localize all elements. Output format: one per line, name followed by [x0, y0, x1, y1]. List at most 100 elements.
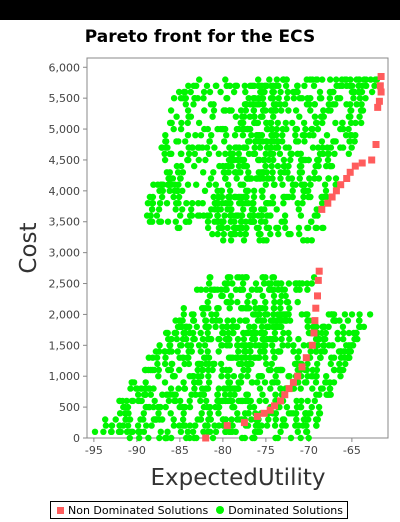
dominated-point [240, 206, 247, 213]
dominated-point [262, 397, 269, 405]
dominated-point [150, 416, 158, 423]
dominated-point [187, 113, 195, 120]
dominated-point [295, 206, 302, 213]
dominated-point [260, 169, 267, 176]
dominated-point [304, 101, 312, 108]
dominated-point [183, 323, 191, 330]
dominated-point [307, 348, 314, 355]
dominated-point [269, 175, 276, 182]
dominated-point [241, 434, 249, 442]
dominated-point [240, 366, 247, 374]
dominated-point [286, 335, 293, 343]
dominated-point [238, 373, 245, 380]
dominated-point [352, 329, 360, 337]
dominated-point [175, 181, 182, 188]
dominated-point [222, 76, 229, 83]
dominated-point [310, 82, 318, 89]
dominated-point [250, 82, 258, 89]
non-dominated-point [346, 168, 354, 176]
dominated-point [331, 317, 339, 324]
dominated-point [155, 410, 162, 417]
dominated-point [317, 354, 324, 361]
dominated-point [129, 397, 137, 405]
dominated-point [175, 88, 183, 96]
dominated-point [308, 403, 315, 411]
dominated-point [263, 422, 271, 429]
x-tick-label: -75 [257, 444, 275, 457]
dominated-point [228, 416, 235, 423]
dominated-point [210, 107, 218, 114]
dominated-point [214, 212, 221, 219]
dominated-point [249, 379, 256, 386]
dominated-point [146, 218, 154, 225]
dominated-point [199, 144, 206, 151]
dominated-point [183, 335, 190, 343]
dominated-point [292, 360, 300, 368]
dominated-point [278, 280, 285, 287]
dominated-point [245, 366, 252, 374]
dominated-point [170, 193, 177, 201]
dominated-point [148, 206, 156, 213]
dominated-point [248, 416, 255, 423]
dominated-point [260, 280, 268, 287]
dominated-point [255, 373, 262, 380]
dominated-point [324, 150, 331, 157]
dominated-point [336, 317, 343, 324]
dominated-point [188, 311, 196, 318]
dominated-point [212, 181, 219, 188]
dominated-point [240, 335, 248, 343]
dominated-point [208, 132, 215, 139]
dominated-point [279, 132, 286, 139]
dominated-point [209, 230, 216, 238]
dominated-point [347, 107, 354, 114]
dominated-point [284, 342, 292, 349]
dominated-point [244, 410, 252, 417]
dominated-point [119, 397, 126, 405]
dominated-point [239, 280, 247, 287]
dominated-point [204, 212, 211, 219]
dominated-point [231, 193, 239, 201]
dominated-point [322, 187, 330, 194]
dominated-point [339, 119, 346, 127]
dominated-point [225, 162, 232, 170]
dominated-point [155, 373, 162, 380]
dominated-point [201, 354, 208, 361]
dominated-point [323, 132, 331, 139]
dominated-point [294, 88, 301, 96]
dominated-point [323, 373, 330, 380]
dominated-point [356, 317, 363, 324]
dominated-point [235, 379, 242, 386]
dominated-point [326, 95, 334, 102]
dominated-point [274, 311, 282, 318]
dominated-point [298, 397, 305, 405]
dominated-point [231, 403, 238, 411]
dominated-point [321, 181, 329, 188]
dominated-point [191, 95, 198, 102]
dominated-point [241, 144, 248, 151]
dominated-point [174, 224, 181, 232]
dominated-point [233, 125, 241, 133]
dominated-point [256, 354, 263, 361]
legend-label: Dominated Solutions [228, 503, 344, 517]
dominated-point [243, 329, 250, 337]
dominated-point [268, 82, 275, 89]
dominated-point [245, 95, 252, 102]
non-dominated-point [302, 354, 310, 362]
dominated-point [285, 329, 292, 337]
dominated-point [219, 162, 227, 170]
dominated-point [298, 181, 306, 188]
dominated-point [206, 88, 214, 96]
dominated-point [248, 206, 256, 213]
dominated-point [253, 101, 260, 108]
non-dominated-point [312, 304, 320, 312]
dominated-point [210, 101, 217, 108]
dominated-point [358, 88, 366, 96]
dominated-point [317, 385, 325, 392]
dominated-point [204, 422, 211, 429]
dominated-point [145, 434, 152, 442]
dominated-point [294, 354, 301, 361]
dominated-point [204, 218, 212, 225]
dominated-point [191, 150, 198, 157]
dominated-point [199, 385, 206, 392]
dominated-point [182, 138, 189, 145]
